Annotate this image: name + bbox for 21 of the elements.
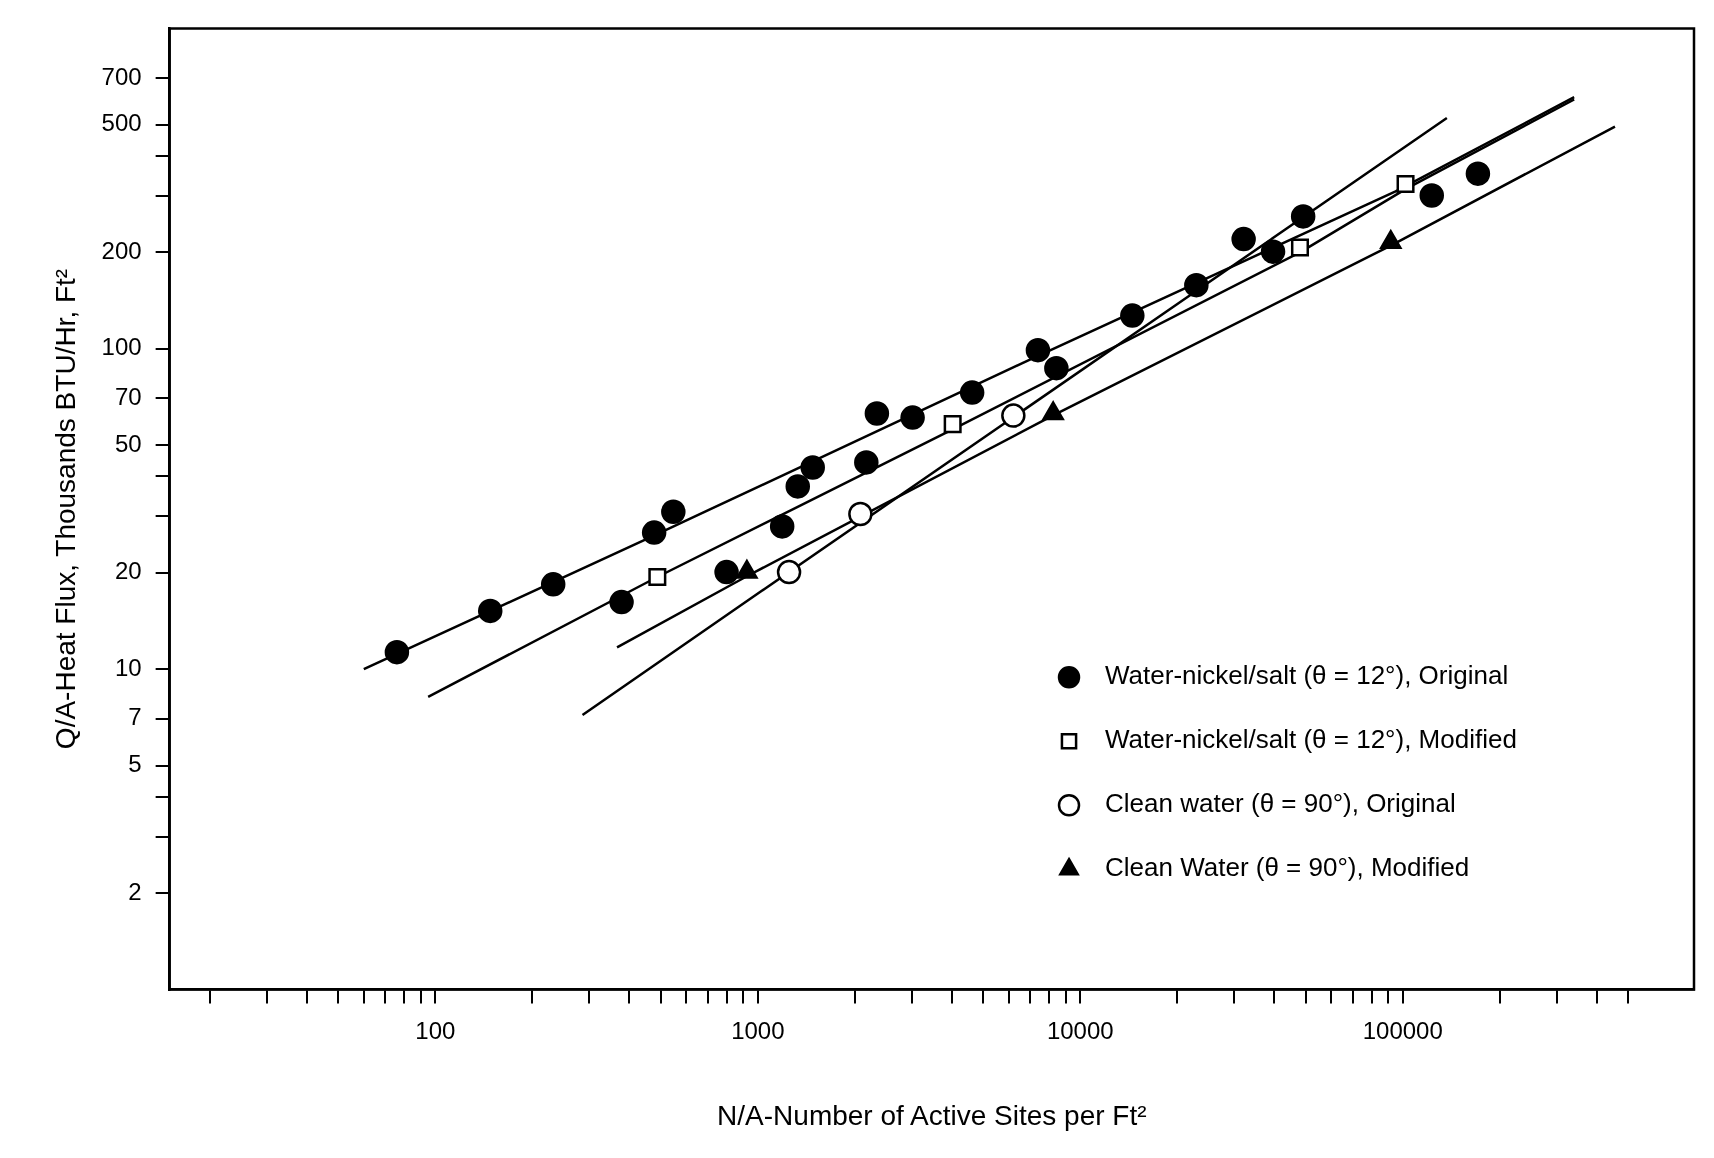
y-axis-title: Q/A-Heat Flux, Thousands BTU/Hr, Ft² [49,268,81,750]
x-tick-label: 100000 [1362,1016,1443,1044]
y-tick-label: 100 [101,333,142,361]
y-tick-label: 10 [114,653,142,681]
legend-label: Clean Water (θ = 90°), Modified [1105,852,1470,883]
y-tick-label: 2 [128,877,142,905]
legend-label: Water-nickel/salt (θ = 12°), Original [1105,660,1509,691]
legend-label: Clean water (θ = 90°), Original [1105,788,1456,819]
x-tick-label: 10000 [1046,1016,1114,1044]
x-axis-title: N/A-Number of Active Sites per Ft² [717,1099,1147,1131]
y-tick-label: 20 [114,557,142,585]
y-tick-label: 200 [101,236,142,264]
y-tick-label: 500 [101,109,142,137]
y-tick-label: 5 [128,750,142,778]
y-tick-label: 70 [114,383,142,411]
y-tick-label: 7 [128,703,142,731]
x-tick-label: 100 [415,1016,456,1044]
x-tick-label: 1000 [731,1016,785,1044]
y-tick-label: 700 [101,62,142,90]
legend-label: Water-nickel/salt (θ = 12°), Modified [1105,724,1517,755]
y-tick-label: 50 [114,429,142,457]
